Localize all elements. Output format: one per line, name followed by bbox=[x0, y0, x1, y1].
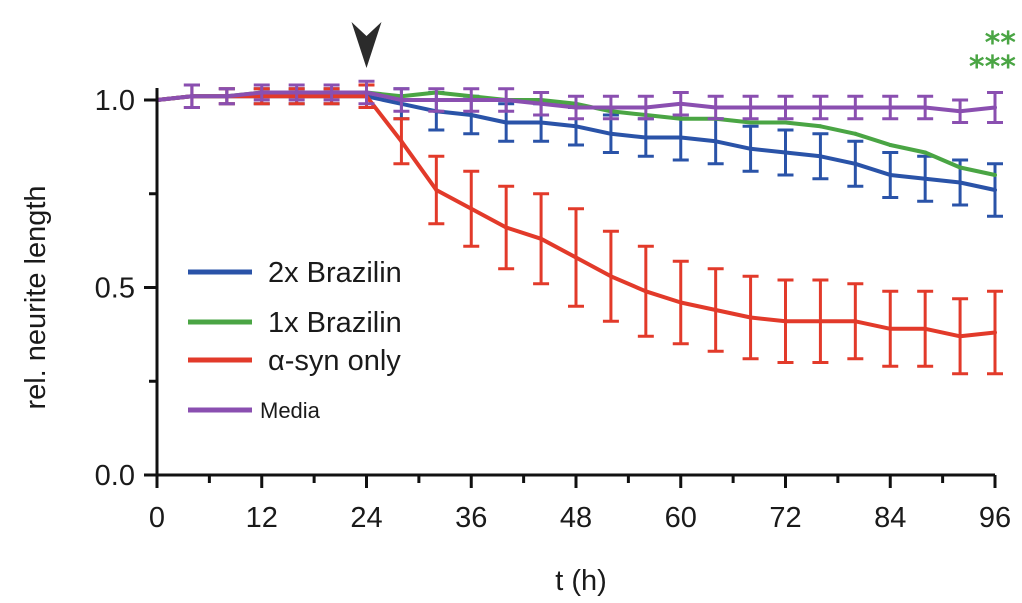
data-point bbox=[294, 90, 299, 95]
data-point bbox=[818, 105, 823, 110]
data-point bbox=[853, 131, 858, 136]
data-point bbox=[923, 105, 928, 110]
x-tick-label: 0 bbox=[149, 502, 165, 534]
x-axis-title: t (h) bbox=[555, 565, 607, 597]
data-point bbox=[469, 206, 474, 211]
legend: 2x Brazilin 1x Brazilin α-syn only Media bbox=[188, 257, 402, 423]
legend-label: α-syn only bbox=[268, 345, 401, 377]
data-point bbox=[958, 165, 963, 170]
data-point bbox=[853, 161, 858, 166]
data-point bbox=[748, 146, 753, 151]
data-point bbox=[993, 330, 997, 335]
data-point bbox=[434, 98, 439, 102]
data-point bbox=[888, 143, 893, 147]
data-point bbox=[608, 131, 613, 136]
data-point bbox=[434, 188, 439, 192]
data-point bbox=[643, 289, 648, 294]
data-point bbox=[643, 135, 648, 140]
data-point bbox=[713, 139, 718, 144]
data-point bbox=[504, 120, 509, 125]
data-point bbox=[853, 105, 858, 110]
data-point bbox=[574, 124, 578, 129]
data-point bbox=[469, 98, 474, 102]
data-point bbox=[748, 105, 753, 110]
annotations: ***** bbox=[351, 22, 1017, 85]
arrow-marker bbox=[351, 22, 382, 68]
data-point bbox=[539, 120, 544, 125]
data-point bbox=[574, 255, 578, 260]
data-point bbox=[329, 90, 334, 95]
data-point bbox=[993, 173, 997, 177]
data-point bbox=[783, 105, 788, 110]
data-point bbox=[678, 135, 683, 140]
data-point bbox=[818, 154, 823, 159]
data-point bbox=[469, 113, 474, 117]
legend-label: Media bbox=[260, 398, 321, 423]
data-point bbox=[748, 120, 753, 125]
data-point bbox=[259, 90, 264, 95]
x-tick-label: 84 bbox=[874, 502, 906, 534]
data-point bbox=[504, 98, 509, 102]
data-point bbox=[608, 105, 613, 110]
data-point bbox=[923, 150, 928, 155]
data-point bbox=[399, 98, 404, 102]
data-point bbox=[678, 300, 683, 305]
x-tick-label: 60 bbox=[665, 502, 697, 534]
data-point bbox=[783, 120, 788, 125]
data-point bbox=[958, 109, 963, 114]
x-tick-label: 48 bbox=[560, 502, 592, 534]
data-point bbox=[853, 319, 858, 324]
significance-stars: ** bbox=[985, 26, 1017, 61]
data-point bbox=[958, 180, 963, 185]
series-layer bbox=[155, 79, 1003, 376]
data-point bbox=[783, 319, 788, 324]
data-point bbox=[504, 225, 509, 230]
data-point bbox=[888, 105, 893, 110]
data-point bbox=[888, 173, 893, 177]
y-tick-label: 1.0 bbox=[95, 85, 135, 117]
data-point bbox=[678, 101, 683, 106]
data-point bbox=[643, 105, 648, 110]
data-point bbox=[923, 176, 928, 181]
x-tick-label: 24 bbox=[350, 502, 382, 534]
data-point bbox=[818, 319, 823, 324]
data-point bbox=[713, 105, 718, 110]
data-point bbox=[364, 90, 369, 95]
data-point bbox=[399, 139, 404, 144]
data-point bbox=[189, 94, 194, 99]
data-point bbox=[748, 315, 753, 320]
data-point bbox=[888, 326, 893, 331]
y-tick-label: 0.0 bbox=[95, 460, 135, 492]
x-tick-label: 12 bbox=[246, 502, 278, 534]
data-point bbox=[993, 188, 997, 192]
x-tick-label: 96 bbox=[979, 502, 1011, 534]
data-point bbox=[923, 326, 928, 331]
data-point bbox=[678, 116, 683, 121]
data-point bbox=[713, 308, 718, 312]
x-tick-label: 72 bbox=[769, 502, 801, 534]
series-3 bbox=[155, 79, 1003, 124]
data-point bbox=[574, 105, 578, 110]
data-point bbox=[993, 105, 997, 110]
data-point bbox=[608, 274, 613, 279]
data-point bbox=[958, 334, 963, 339]
data-point bbox=[539, 236, 544, 241]
y-tick-label: 0.5 bbox=[95, 273, 135, 305]
data-point bbox=[224, 94, 229, 99]
significance-stars: *** bbox=[969, 50, 1016, 85]
x-tick-label: 36 bbox=[455, 502, 487, 534]
data-point bbox=[783, 150, 788, 155]
y-axis-title: rel. neurite length bbox=[20, 185, 52, 409]
data-point bbox=[539, 101, 544, 106]
legend-label: 2x Brazilin bbox=[268, 257, 402, 289]
axes: 0 12 24 36 48 60 72 84 96 0.0 0.5 1.0 t (h) rel. neur… bbox=[20, 85, 1011, 597]
data-point bbox=[818, 124, 823, 129]
legend-label: 1x Brazilin bbox=[268, 307, 402, 339]
